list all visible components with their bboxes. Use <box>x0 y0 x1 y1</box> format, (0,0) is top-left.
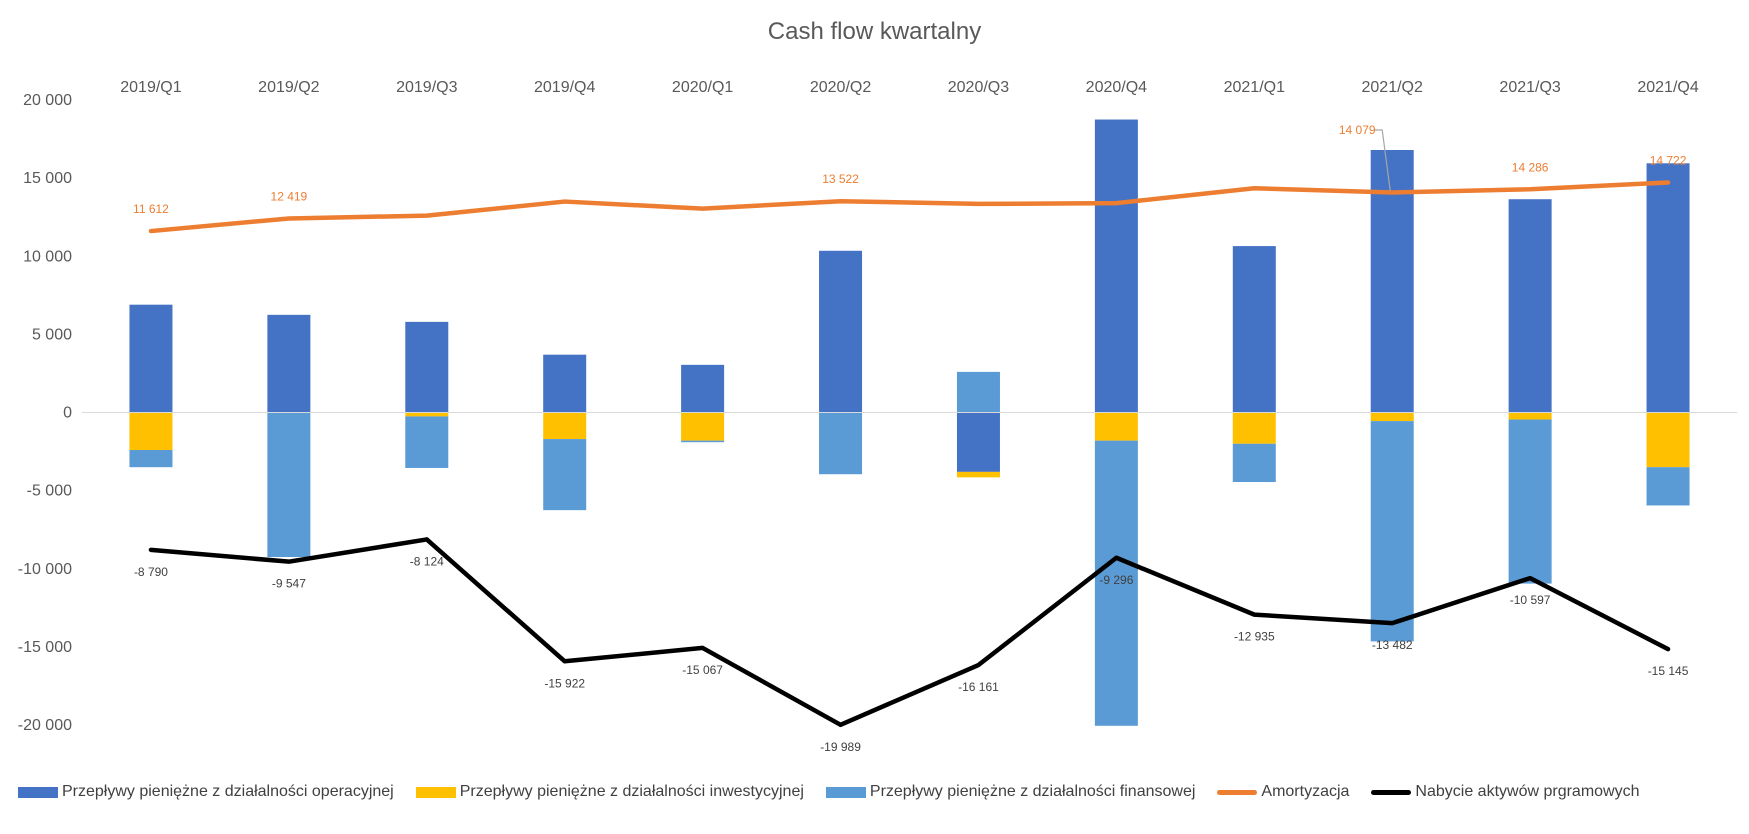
bar-segment <box>1232 246 1276 413</box>
legend-item-amortyzacja: Amortyzacja <box>1217 783 1349 801</box>
bar-segment <box>1508 412 1552 420</box>
legend-swatch <box>415 786 456 798</box>
line-layer <box>148 180 1671 728</box>
legend-swatch <box>1217 789 1258 795</box>
bar-segment <box>681 412 725 441</box>
bar-segment <box>405 416 449 468</box>
legend-swatch <box>18 786 58 798</box>
y-tick-label: 5 000 <box>32 326 72 343</box>
x-tick-label: 2020/Q3 <box>948 79 1009 96</box>
legend-label: Przepływy pieniężne z działalności opera… <box>62 783 394 800</box>
legend-label: Przepływy pieniężne z działalności finan… <box>869 783 1196 800</box>
bar-segment <box>1370 150 1414 413</box>
data-label: -8 124 <box>410 554 444 568</box>
bar-segment <box>819 250 863 413</box>
nabycie-line <box>148 537 1671 728</box>
bar-segment <box>1232 443 1276 483</box>
bar-segment <box>267 412 311 558</box>
legend-item-nabycie: Nabycie aktywów prgramowych <box>1371 783 1640 801</box>
bar-segment <box>267 314 311 413</box>
bar-segment <box>129 304 173 413</box>
bar-segment <box>1646 412 1690 468</box>
x-tick-label: 2019/Q4 <box>534 79 595 96</box>
bar-segment <box>1094 412 1138 441</box>
amortyzacja-line <box>148 180 1671 234</box>
y-tick-label: 10 000 <box>23 248 72 265</box>
x-tick-label: 2020/Q4 <box>1086 79 1147 96</box>
data-label: -9 547 <box>272 577 306 591</box>
bar-segment <box>129 412 173 450</box>
bar-segment <box>956 412 1000 472</box>
data-label: 11 612 <box>133 202 169 216</box>
x-tick-label: 2019/Q1 <box>120 79 181 96</box>
data-labels: 11 612 12 419 13 522 14 079 14 286 14 722 -8 7… <box>133 123 1689 754</box>
bar-segment <box>1370 421 1414 642</box>
data-label: -15 067 <box>682 663 723 677</box>
legend-label: Amortyzacja <box>1261 783 1350 800</box>
data-label: 13 522 <box>822 172 859 186</box>
bar-segment <box>1370 412 1414 422</box>
legend-swatch <box>1371 789 1412 795</box>
x-tick-labels: 2019/Q1 2019/Q2 2019/Q3 2019/Q4 2020/Q1 2020/… <box>120 79 1699 96</box>
data-label: 14 286 <box>1512 160 1549 174</box>
bar-segment <box>819 412 863 475</box>
data-label: 14 079 <box>1339 123 1376 137</box>
y-tick-label: 0 <box>63 405 72 422</box>
legend-label: Nabycie aktywów prgramowych <box>1415 783 1640 800</box>
data-label: -15 145 <box>1648 664 1689 678</box>
bar-segment <box>543 412 587 440</box>
legend-item-inwestycyjna: Przepływy pieniężne z działalności inwes… <box>415 783 804 801</box>
bar-segment <box>405 412 449 417</box>
bar-segment <box>1508 419 1552 584</box>
legend-item-finansowa: Przepływy pieniężne z działalności finan… <box>825 783 1196 801</box>
data-label: 12 419 <box>271 189 308 203</box>
bar-segment <box>543 439 587 511</box>
data-label: -9 296 <box>1099 573 1133 587</box>
bar-segment <box>1232 412 1276 444</box>
data-label: -12 935 <box>1234 630 1275 644</box>
legend: Przepływy pieniężne z działalności opera… <box>18 783 1662 801</box>
data-label: 14 722 <box>1650 153 1687 167</box>
x-tick-label: 2021/Q3 <box>1499 79 1560 96</box>
data-label: -15 922 <box>544 676 585 690</box>
y-tick-label: 15 000 <box>23 170 72 187</box>
bar-segment <box>543 354 587 413</box>
y-tick-label: -15 000 <box>18 639 72 656</box>
y-tick-label: -20 000 <box>18 717 72 734</box>
bar-segment <box>1094 119 1138 413</box>
legend-label: Przepływy pieniężne z działalności inwes… <box>459 783 804 800</box>
x-tick-label: 2019/Q2 <box>258 79 319 96</box>
bar-segment <box>1646 467 1690 506</box>
y-tick-labels: 20 000 15 000 10 000 5 000 0 -5 000 -10 000 -15… <box>18 92 72 734</box>
data-label: -19 989 <box>820 740 861 754</box>
legend-item-operacyjna: Przepływy pieniężne z działalności opera… <box>18 783 394 801</box>
bar-segment <box>405 321 449 413</box>
bar-layer <box>129 119 1690 726</box>
data-label: -8 790 <box>134 565 168 579</box>
x-tick-label: 2019/Q3 <box>396 79 457 96</box>
data-label: -13 482 <box>1372 638 1413 652</box>
bar-segment <box>1508 199 1552 413</box>
data-label-leader <box>1374 129 1391 191</box>
y-tick-label: 20 000 <box>23 92 72 109</box>
x-tick-label: 2021/Q1 <box>1224 79 1285 96</box>
bar-segment <box>1646 163 1690 413</box>
x-tick-label: 2021/Q4 <box>1637 79 1698 96</box>
y-tick-label: -5 000 <box>27 483 72 500</box>
x-tick-label: 2021/Q2 <box>1362 79 1423 96</box>
bar-segment <box>956 471 1000 478</box>
y-tick-label: -10 000 <box>18 561 72 578</box>
chart-title: Cash flow kwartalny <box>767 18 982 45</box>
bar-segment <box>1094 440 1138 726</box>
bar-segment <box>681 440 725 443</box>
data-label: -10 597 <box>1510 593 1551 607</box>
bar-segment <box>129 450 173 468</box>
legend-swatch <box>825 786 866 798</box>
data-label: -16 161 <box>958 680 999 694</box>
x-tick-label: 2020/Q2 <box>810 79 871 96</box>
bar-segment <box>681 364 725 413</box>
x-tick-label: 2020/Q1 <box>672 79 733 96</box>
bar-segment <box>956 371 1000 413</box>
